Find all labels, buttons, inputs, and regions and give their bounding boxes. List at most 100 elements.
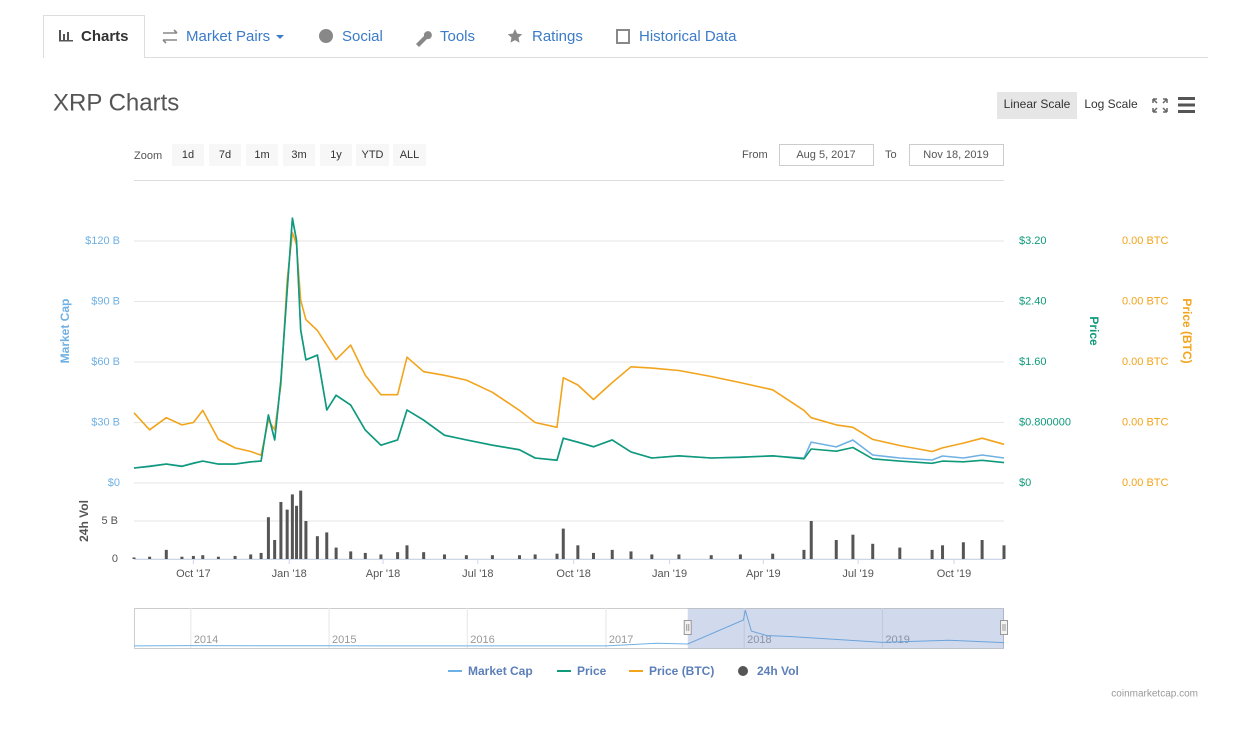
date-input[interactable] <box>909 144 1004 166</box>
tab[interactable]: Tools <box>440 28 475 45</box>
y2-axis-title: Price <box>1087 316 1101 346</box>
volume-bar <box>898 547 902 559</box>
tab[interactable]: Social <box>342 28 383 45</box>
zoom-button[interactable] <box>283 144 315 166</box>
zoom-button[interactable] <box>356 144 389 166</box>
navigator-selection[interactable] <box>687 608 1004 649</box>
volume-bar <box>518 555 522 559</box>
y-tick-label: $30 B <box>91 416 120 428</box>
volume-bar <box>442 554 446 559</box>
zoom-button-label[interactable]: 1d <box>182 149 194 161</box>
volume-bar <box>379 554 383 559</box>
x-tick-label: Apr '19 <box>746 568 781 580</box>
menu-icon[interactable] <box>1178 97 1195 113</box>
page-title: XRP Charts <box>53 89 179 116</box>
zoom-button[interactable] <box>320 144 352 166</box>
x-tick-label: Oct '18 <box>556 568 591 580</box>
navigator-label: 2019 <box>885 634 909 646</box>
date-input[interactable] <box>779 144 874 166</box>
volume-bar <box>709 555 713 559</box>
y3-tick-label: 0.00 BTC <box>1122 235 1169 247</box>
fullscreen-icon[interactable] <box>1152 98 1168 113</box>
volume-bar <box>304 521 308 559</box>
volume-bar <box>349 551 353 559</box>
zoom-button[interactable] <box>393 144 426 166</box>
navigator-handle-grip <box>1002 624 1006 631</box>
to-date[interactable]: Nov 18, 2019 <box>923 149 988 161</box>
zoom-button-label[interactable]: YTD <box>362 149 384 161</box>
y2-tick-label: $3.20 <box>1019 235 1047 247</box>
from-date[interactable]: Aug 5, 2017 <box>796 149 855 161</box>
y3-axis-title: Price (BTC) <box>1180 298 1194 363</box>
y3-tick-label: 0.00 BTC <box>1122 416 1169 428</box>
icon <box>59 40 73 42</box>
tab[interactable]: Charts <box>81 28 129 45</box>
volume-bar <box>576 545 580 559</box>
scale-button[interactable]: Linear Scale <box>1004 97 1071 111</box>
legend-label[interactable]: Price (BTC) <box>649 664 714 678</box>
y2-tick-label: $1.60 <box>1019 356 1047 368</box>
volume-bar <box>941 545 945 559</box>
y3-tick-label: 0.00 BTC <box>1122 295 1169 307</box>
volume-bar <box>802 549 806 559</box>
volume-bar <box>738 554 742 559</box>
volume-bar <box>555 553 559 559</box>
icon <box>59 30 61 41</box>
series-line <box>133 217 1005 469</box>
zoom-button[interactable] <box>209 144 241 166</box>
volume-bar <box>132 557 136 559</box>
volume-bar <box>405 545 409 559</box>
series-line <box>133 217 1005 469</box>
zoom-button-label[interactable]: 3m <box>291 149 306 161</box>
navigator-handle[interactable] <box>683 620 692 635</box>
icon <box>507 29 523 43</box>
volume-bar <box>164 549 168 559</box>
zoom-button-label[interactable]: ALL <box>400 149 420 161</box>
y2-tick-label: $0 <box>1019 477 1031 489</box>
tab[interactable]: Ratings <box>532 28 583 45</box>
active-tab[interactable] <box>43 15 145 59</box>
volume-bar <box>279 502 283 559</box>
icon <box>63 34 65 40</box>
legend-label[interactable]: Price <box>577 664 607 678</box>
volume-bar <box>334 547 338 559</box>
zoom-button-label[interactable]: 1m <box>254 149 269 161</box>
zoom-button-label[interactable]: 7d <box>219 149 231 161</box>
volume-bar <box>490 555 494 559</box>
volume-bar <box>363 552 367 559</box>
tab[interactable]: Historical Data <box>639 28 737 45</box>
volume-bar <box>315 536 319 559</box>
volume-bar <box>629 551 633 559</box>
zoom-button[interactable] <box>246 144 278 166</box>
x-tick-label: Oct '17 <box>176 568 211 580</box>
navigator-label: 2017 <box>609 634 633 646</box>
volume-bar <box>871 543 875 559</box>
volume-bar <box>1002 545 1006 559</box>
to-label: To <box>885 149 897 161</box>
navigator-handle[interactable] <box>1000 620 1008 635</box>
volume-bar <box>677 554 681 559</box>
credit: coinmarketcap.com <box>1111 689 1198 700</box>
zoom-button-label[interactable]: 1y <box>330 149 342 161</box>
x-tick-label: Jul '19 <box>842 568 873 580</box>
scale-button[interactable]: Log Scale <box>1084 97 1138 111</box>
navigator-label: 2014 <box>194 634 218 646</box>
volume-bar <box>216 556 220 559</box>
volume-bar <box>249 554 253 559</box>
scale-button-active[interactable] <box>997 92 1077 119</box>
y-axis-title: Market Cap <box>58 299 72 364</box>
x-tick-label: Jul '18 <box>462 568 493 580</box>
zoom-button[interactable] <box>172 144 204 166</box>
legend-label[interactable]: 24h Vol <box>757 664 799 678</box>
volume-bar <box>148 556 152 559</box>
volume-bar <box>422 552 426 559</box>
volume-bar <box>834 540 838 559</box>
legend-label[interactable]: Market Cap <box>468 664 533 678</box>
volume-bar <box>285 509 289 559</box>
volume-bar <box>561 528 565 559</box>
tab[interactable]: Market Pairs <box>186 28 270 45</box>
zoom-label: Zoom <box>134 150 162 162</box>
